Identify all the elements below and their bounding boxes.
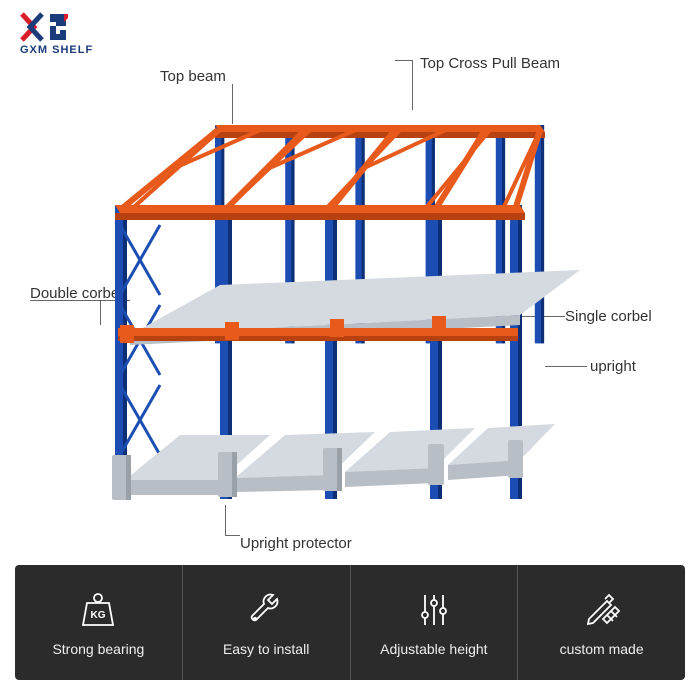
- wrench-icon: [245, 589, 287, 631]
- features-bar: KG Strong bearing Easy to install Adjust…: [15, 565, 685, 680]
- feature-label: custom made: [560, 641, 644, 657]
- feature-custom: custom made: [518, 565, 685, 680]
- weight-icon: KG: [77, 589, 119, 631]
- feature-label: Adjustable height: [380, 641, 487, 657]
- feature-label: Strong bearing: [52, 641, 144, 657]
- rack-diagram: [70, 60, 630, 520]
- pencil-ruler-icon: [581, 589, 623, 631]
- brand-logo: GXM SHELF: [20, 12, 93, 56]
- label-upright-protector: Upright protector: [240, 535, 352, 552]
- feature-easy-install: Easy to install: [183, 565, 351, 680]
- feature-strong-bearing: KG Strong bearing: [15, 565, 183, 680]
- svg-text:KG: KG: [91, 610, 106, 621]
- feature-adjustable: Adjustable height: [351, 565, 519, 680]
- brand-name: GXM SHELF: [20, 44, 93, 56]
- sliders-icon: [413, 589, 455, 631]
- feature-label: Easy to install: [223, 641, 309, 657]
